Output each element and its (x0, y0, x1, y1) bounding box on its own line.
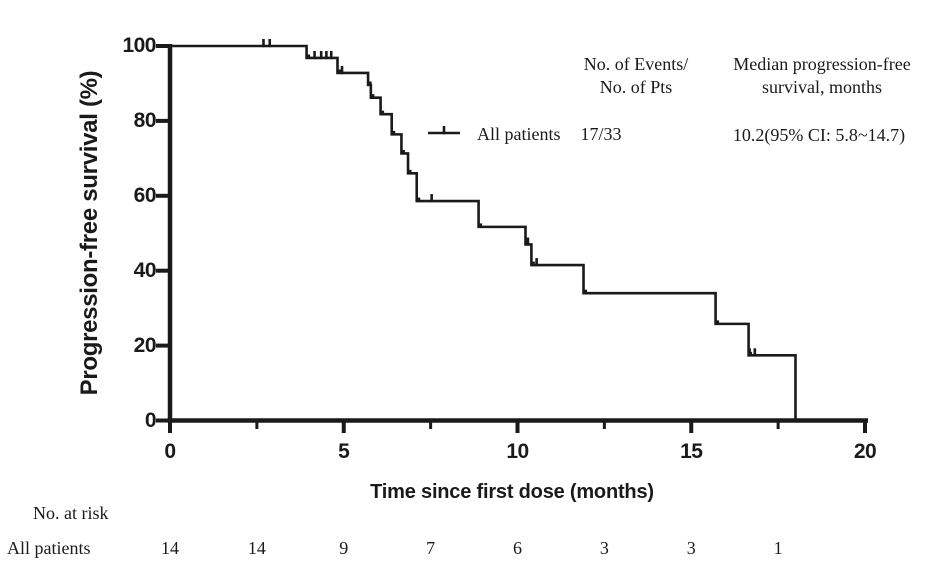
x-tick-label: 20 (853, 440, 877, 463)
at-risk-count: 6 (513, 538, 522, 558)
x-tick-label: 5 (338, 440, 350, 463)
x-axis-title: Time since first dose (months) (370, 481, 654, 503)
events-column-header-line1: No. of Events/ (583, 54, 689, 74)
at-risk-count: 14 (161, 538, 179, 558)
x-tick-label: 0 (164, 440, 176, 463)
median-column-header-line1: Median progression-free (733, 54, 911, 74)
x-tick-label: 15 (680, 440, 703, 463)
y-axis-title: Progression-free survival (%) (76, 70, 103, 396)
legend-events-value: 17/33 (580, 124, 622, 144)
events-column-header-line2: No. of Pts (599, 77, 673, 97)
y-tick-label: 80 (133, 108, 157, 132)
x-tick-label: 10 (506, 440, 529, 463)
y-tick-label: 60 (133, 183, 157, 207)
km-step-curve (170, 44, 797, 421)
at-risk-count: 3 (686, 538, 696, 558)
at-risk-count: 9 (339, 538, 349, 558)
legend-median-value: 10.2(95% CI: 5.8~14.7) (732, 125, 906, 145)
at-risk-count: 14 (247, 538, 266, 558)
at-risk-row-label: All patients (7, 538, 91, 558)
at-risk-count: 3 (599, 538, 609, 558)
y-tick-label: 100 (122, 34, 156, 57)
y-tick-label: 20 (133, 333, 157, 357)
median-column-header-line2: survival, months (762, 77, 882, 97)
legend-series-label: All patients (477, 124, 561, 144)
at-risk-count: 1 (773, 538, 783, 558)
y-tick-label: 0 (144, 408, 157, 432)
y-tick-label: 40 (133, 258, 157, 282)
at-risk-count: 7 (426, 538, 436, 558)
at-risk-caption: No. at risk (33, 503, 109, 523)
